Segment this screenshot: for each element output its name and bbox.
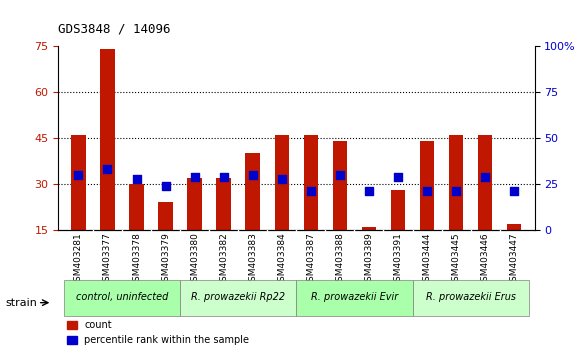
Text: GSM403389: GSM403389	[364, 233, 374, 287]
Text: GSM403447: GSM403447	[510, 233, 519, 287]
Bar	[158, 202, 173, 230]
Point	[132, 176, 141, 181]
Bar	[100, 49, 115, 230]
Text: GSM403384: GSM403384	[277, 233, 286, 287]
Text: strain: strain	[6, 298, 38, 308]
Point	[219, 174, 228, 179]
Text: GSM403378: GSM403378	[132, 233, 141, 287]
Text: GSM403444: GSM403444	[422, 233, 432, 287]
Text: GSM403383: GSM403383	[248, 233, 257, 287]
Point	[364, 189, 374, 194]
Bar	[361, 227, 376, 230]
Bar	[245, 153, 260, 230]
Text: R. prowazekii Rp22: R. prowazekii Rp22	[191, 292, 285, 302]
Bar	[303, 135, 318, 230]
Point	[451, 189, 461, 194]
Point	[161, 183, 170, 189]
Text: GSM403391: GSM403391	[393, 233, 403, 287]
Bar	[71, 135, 86, 230]
Text: control, uninfected: control, uninfected	[76, 292, 168, 302]
Text: R. prowazekii Evir: R. prowazekii Evir	[311, 292, 398, 302]
Text: GSM403387: GSM403387	[306, 233, 315, 287]
Point	[248, 172, 257, 178]
Bar	[507, 224, 522, 230]
Bar	[449, 135, 464, 230]
Text: GSM403379: GSM403379	[161, 233, 170, 287]
Legend: count, percentile rank within the sample: count, percentile rank within the sample	[63, 316, 253, 349]
Text: GSM403445: GSM403445	[451, 233, 461, 287]
Bar	[332, 141, 347, 230]
Text: GSM403388: GSM403388	[335, 233, 345, 287]
Text: GSM403382: GSM403382	[219, 233, 228, 287]
Point	[335, 172, 345, 178]
Point	[190, 174, 199, 179]
Bar	[217, 178, 231, 230]
Bar	[130, 184, 144, 230]
Point	[74, 172, 83, 178]
Bar	[275, 135, 289, 230]
FancyBboxPatch shape	[296, 280, 413, 316]
Bar	[391, 190, 406, 230]
Text: GSM403377: GSM403377	[103, 233, 112, 287]
Point	[480, 174, 490, 179]
Text: GSM403446: GSM403446	[480, 233, 490, 287]
Bar	[187, 178, 202, 230]
Text: GSM403380: GSM403380	[190, 233, 199, 287]
Bar	[478, 135, 493, 230]
FancyBboxPatch shape	[180, 280, 296, 316]
Point	[103, 166, 112, 172]
FancyBboxPatch shape	[413, 280, 529, 316]
FancyBboxPatch shape	[64, 280, 180, 316]
Bar	[420, 141, 435, 230]
Point	[422, 189, 432, 194]
Point	[306, 189, 315, 194]
Point	[277, 176, 286, 181]
Text: GSM403281: GSM403281	[74, 233, 83, 287]
Text: R. prowazekii Erus: R. prowazekii Erus	[426, 292, 515, 302]
Text: GDS3848 / 14096: GDS3848 / 14096	[58, 22, 171, 35]
Point	[510, 189, 519, 194]
Point	[393, 174, 403, 179]
